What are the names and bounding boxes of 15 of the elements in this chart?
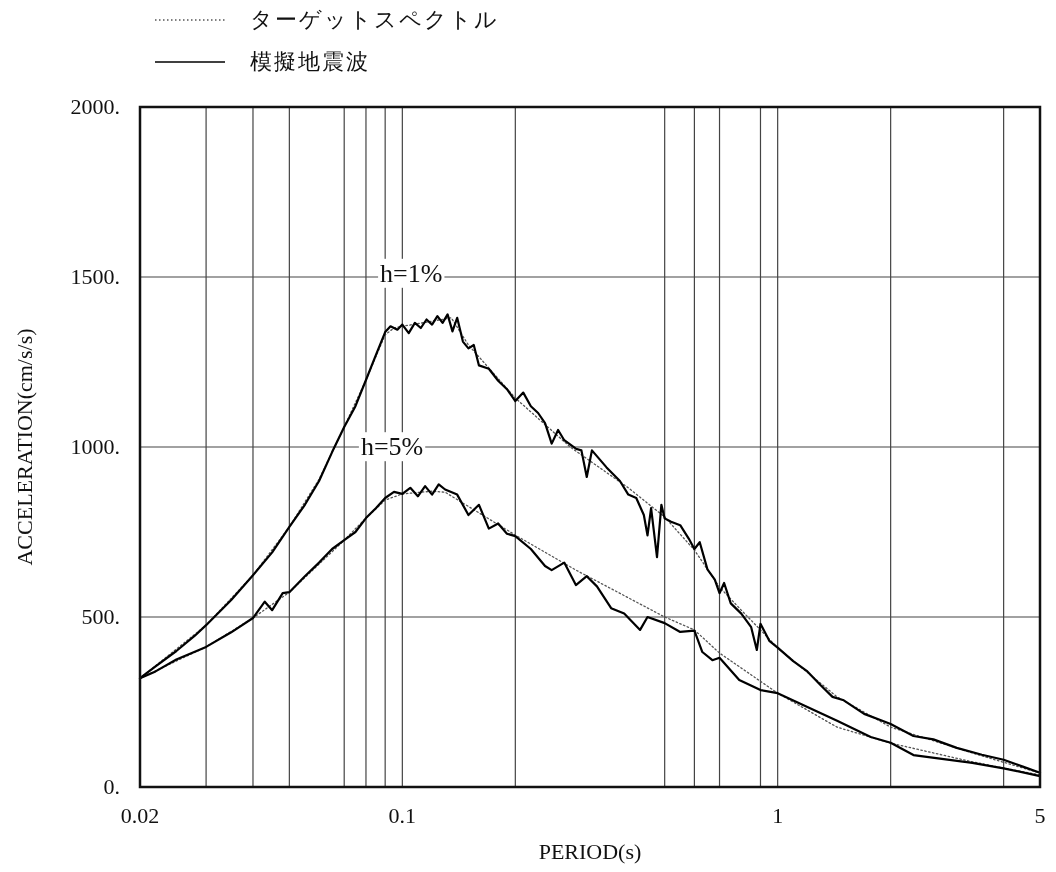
legend-label: ターゲットスペクトル: [250, 7, 499, 32]
x-axis-title: PERIOD(s): [538, 839, 642, 864]
x-tick-label: 1: [772, 803, 784, 828]
x-tick-label: 0.1: [388, 803, 417, 828]
y-axis-title: ACCELERATION(cm/s/s): [12, 328, 37, 566]
y-tick-label: 1000.: [70, 434, 120, 459]
annotation: h=1%: [380, 258, 443, 288]
x-tick-label: 5: [1034, 803, 1046, 828]
y-tick-label: 500.: [81, 604, 120, 629]
y-tick-label: 2000.: [70, 94, 120, 119]
x-tick-label: 0.02: [120, 803, 160, 828]
annotation: h=5%: [360, 432, 424, 462]
legend-label: 模擬地震波: [250, 49, 370, 74]
y-tick-label: 0.: [103, 774, 120, 799]
y-tick-label: 1500.: [70, 264, 120, 289]
